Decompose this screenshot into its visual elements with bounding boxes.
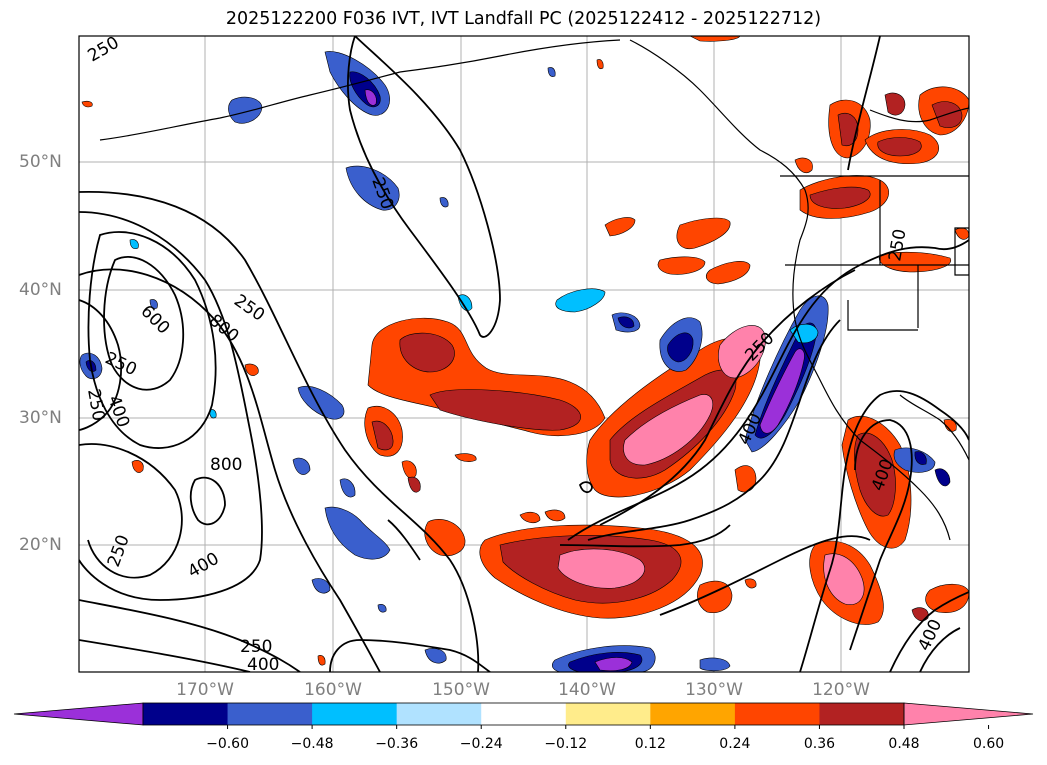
negative-pc-fill (79, 51, 951, 672)
lat-label-30n: 30°N (19, 408, 62, 428)
lon-label-150w: 150°W (432, 680, 490, 700)
colorbar-cell (143, 703, 229, 725)
colorbar-cell (227, 703, 313, 725)
lon-label-120w: 120°W (812, 680, 870, 700)
colorbar-cell (734, 703, 820, 725)
lat-label-50n: 50°N (19, 152, 62, 172)
lon-label-140w: 140°W (558, 680, 616, 700)
colorbar-cell (312, 703, 398, 725)
map-frame (78, 35, 970, 673)
colorbar-tick-label: 0.12 (634, 736, 666, 752)
colorbar-extend-right (903, 702, 1034, 726)
colorbar-cell (481, 703, 567, 725)
positive-pc-fill (81, 36, 969, 666)
colorbar-tick-label: −0.24 (459, 736, 503, 752)
colorbar-tick-label: 0.60 (972, 736, 1005, 752)
colorbar-extend-left (13, 702, 144, 726)
colorbar-tick-label: −0.12 (544, 736, 588, 752)
colorbar-cell (650, 703, 736, 725)
lon-label-130w: 130°W (685, 680, 743, 700)
map-title: 2025122200 F036 IVT, IVT Landfall PC (20… (225, 9, 822, 29)
colorbar-tick-label: 0.36 (803, 736, 836, 752)
colorbar-cell (396, 703, 482, 725)
colorbar-tick-label: 0.24 (719, 736, 751, 752)
contour-label-250: 250 (240, 637, 272, 657)
coastlines (99, 39, 969, 541)
colorbar (13, 702, 1034, 729)
ivt-contours (79, 36, 969, 672)
contour-label-400: 400 (247, 655, 279, 675)
lon-label-160w: 160°W (304, 680, 362, 700)
colorbar-cell (819, 703, 905, 725)
colorbar-tick-label: 0.48 (888, 736, 920, 752)
lat-label-20n: 20°N (19, 535, 62, 555)
colorbar-cell (565, 703, 651, 725)
colorbar-tick-label: −0.48 (290, 736, 334, 752)
colorbar-tick-label: −0.36 (375, 736, 419, 752)
colorbar-tick-label: −0.60 (206, 736, 249, 752)
lon-label-170w: 170°W (176, 680, 234, 700)
contour-label-800: 800 (210, 455, 242, 475)
lat-label-40n: 40°N (19, 280, 62, 300)
